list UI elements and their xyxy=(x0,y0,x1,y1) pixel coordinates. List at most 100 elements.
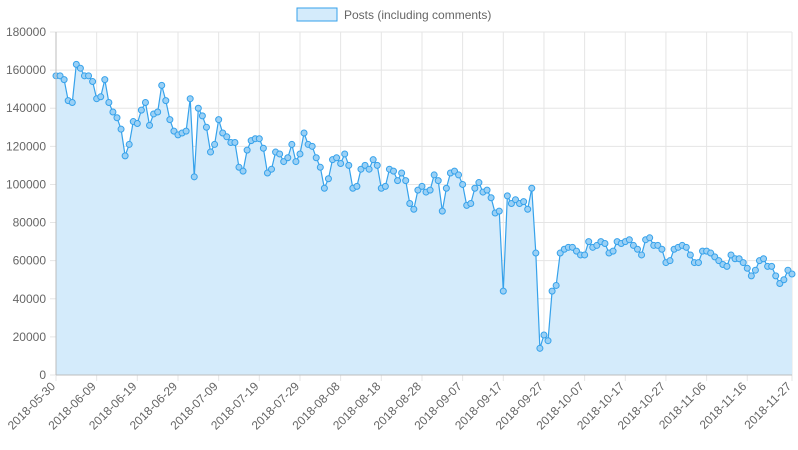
data-point[interactable] xyxy=(186,95,194,103)
data-point[interactable] xyxy=(739,259,747,267)
data-point[interactable] xyxy=(60,76,68,84)
data-point[interactable] xyxy=(243,146,251,154)
data-point[interactable] xyxy=(406,200,414,207)
data-point[interactable] xyxy=(300,129,308,137)
data-point[interactable] xyxy=(483,186,491,194)
data-point[interactable] xyxy=(345,161,353,169)
data-point[interactable] xyxy=(381,182,389,190)
data-point[interactable] xyxy=(682,243,690,251)
data-point[interactable] xyxy=(133,119,141,127)
data-point[interactable] xyxy=(190,173,198,181)
data-point[interactable] xyxy=(548,287,556,295)
data-point[interactable] xyxy=(430,171,438,179)
data-point[interactable] xyxy=(694,259,702,267)
data-point[interactable] xyxy=(365,165,373,173)
data-point[interactable] xyxy=(552,281,560,289)
data-point[interactable] xyxy=(398,169,406,177)
data-point[interactable] xyxy=(255,135,263,143)
data-point[interactable] xyxy=(410,205,418,213)
data-point[interactable] xyxy=(625,236,633,244)
data-point[interactable] xyxy=(532,249,540,257)
data-point[interactable] xyxy=(373,161,381,169)
data-point[interactable] xyxy=(743,264,751,272)
data-point[interactable] xyxy=(760,255,768,263)
data-point[interactable] xyxy=(353,182,361,190)
data-point[interactable] xyxy=(402,177,410,185)
data-point[interactable] xyxy=(666,257,674,265)
legend[interactable]: Posts (including comments) xyxy=(296,7,491,22)
data-point[interactable] xyxy=(109,108,117,116)
data-point[interactable] xyxy=(459,180,467,188)
data-point[interactable] xyxy=(471,184,479,192)
data-point[interactable] xyxy=(638,251,646,259)
data-point[interactable] xyxy=(524,205,532,213)
data-point[interactable] xyxy=(747,272,755,280)
data-point[interactable] xyxy=(544,337,552,345)
data-point[interactable] xyxy=(239,167,247,175)
data-point[interactable] xyxy=(76,64,84,72)
data-point[interactable] xyxy=(601,240,609,248)
data-point[interactable] xyxy=(324,175,332,183)
data-point[interactable] xyxy=(503,192,511,200)
data-point[interactable] xyxy=(97,93,105,101)
data-point[interactable] xyxy=(182,127,190,135)
data-point[interactable] xyxy=(308,142,316,150)
data-point[interactable] xyxy=(467,200,475,207)
data-point[interactable] xyxy=(89,78,97,86)
data-point[interactable] xyxy=(686,251,694,259)
data-point[interactable] xyxy=(320,184,328,192)
data-point[interactable] xyxy=(207,148,215,156)
data-point[interactable] xyxy=(337,159,345,167)
data-point[interactable] xyxy=(768,262,776,270)
data-point[interactable] xyxy=(390,167,397,175)
data-point[interactable] xyxy=(231,139,239,147)
data-point[interactable] xyxy=(211,140,219,148)
data-point[interactable] xyxy=(658,245,666,253)
data-point[interactable] xyxy=(316,163,324,171)
data-point[interactable] xyxy=(312,154,320,162)
data-point[interactable] xyxy=(223,133,231,141)
data-point[interactable] xyxy=(105,99,113,107)
data-point[interactable] xyxy=(609,247,617,255)
data-point[interactable] xyxy=(780,276,788,284)
data-point[interactable] xyxy=(455,171,463,179)
data-point[interactable] xyxy=(536,344,544,352)
data-point[interactable] xyxy=(198,112,206,120)
data-point[interactable] xyxy=(166,116,174,124)
data-point[interactable] xyxy=(259,144,267,152)
data-point[interactable] xyxy=(788,270,796,278)
data-point[interactable] xyxy=(499,287,507,295)
data-point[interactable] xyxy=(215,116,223,124)
data-point[interactable] xyxy=(268,165,276,173)
data-point[interactable] xyxy=(276,150,284,158)
data-point[interactable] xyxy=(141,99,149,107)
data-point[interactable] xyxy=(426,186,434,194)
data-point[interactable] xyxy=(113,114,121,122)
data-point[interactable] xyxy=(158,81,166,89)
data-point[interactable] xyxy=(495,207,503,215)
data-point[interactable] xyxy=(117,125,125,133)
data-point[interactable] xyxy=(646,234,654,242)
data-point[interactable] xyxy=(751,266,759,274)
data-point[interactable] xyxy=(341,150,349,158)
data-point[interactable] xyxy=(723,262,731,270)
data-point[interactable] xyxy=(101,76,109,84)
data-point[interactable] xyxy=(296,150,304,158)
data-point[interactable] xyxy=(68,99,76,107)
data-point[interactable] xyxy=(633,245,641,253)
data-point[interactable] xyxy=(581,251,589,259)
data-point[interactable] xyxy=(85,72,93,80)
data-point[interactable] xyxy=(121,152,129,160)
data-point[interactable] xyxy=(369,156,377,164)
data-point[interactable] xyxy=(434,177,442,185)
data-point[interactable] xyxy=(284,154,292,162)
data-point[interactable] xyxy=(438,207,446,215)
data-point[interactable] xyxy=(162,97,170,105)
data-point[interactable] xyxy=(202,123,210,131)
data-point[interactable] xyxy=(475,179,483,187)
data-point[interactable] xyxy=(585,238,593,246)
data-point[interactable] xyxy=(154,108,162,116)
data-point[interactable] xyxy=(288,140,296,148)
data-point[interactable] xyxy=(540,331,548,339)
data-point[interactable] xyxy=(125,140,133,148)
